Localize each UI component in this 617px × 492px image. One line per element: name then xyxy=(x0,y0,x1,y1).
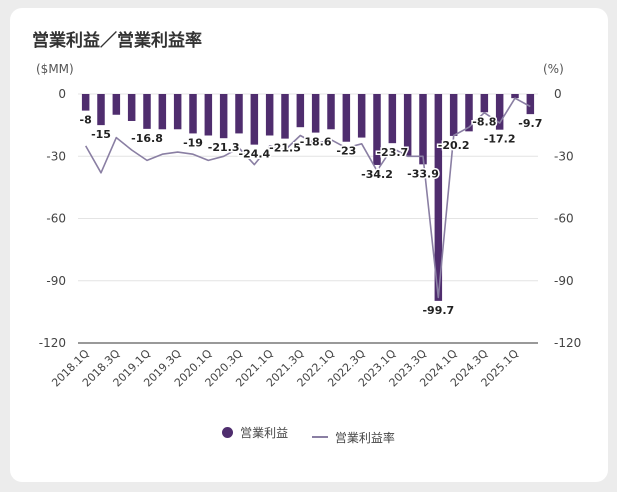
bar xyxy=(511,94,519,99)
data-label: -18.6 xyxy=(300,136,332,149)
bar xyxy=(465,94,473,132)
legend-line-label: 営業利益率 xyxy=(334,430,395,445)
bar xyxy=(357,94,366,138)
line-layer xyxy=(85,97,531,299)
data-label: -17.2 xyxy=(484,133,516,146)
data-label: -8 xyxy=(80,114,92,127)
data-label: -16.8 xyxy=(131,132,163,145)
bar xyxy=(250,94,259,145)
bar xyxy=(311,94,320,133)
data-label: -9.7 xyxy=(518,117,542,130)
y-left-tick-label: 0 xyxy=(58,87,66,101)
chart-title: 営業利益／営業利益率 xyxy=(32,31,202,51)
line-series xyxy=(85,97,531,299)
legend-item-bar: 営業利益 xyxy=(222,424,288,441)
y-right-tick-label: -120 xyxy=(554,336,581,350)
bar xyxy=(235,94,243,134)
bar xyxy=(449,94,458,136)
bar xyxy=(173,94,182,130)
label-layer: -8-15 -16.8 -19 -21.3-24.4-21.5-18.6 -23 -34.… xyxy=(78,112,544,318)
bar xyxy=(373,94,381,165)
bar xyxy=(112,94,121,115)
legend-item-line: 営業利益率 xyxy=(311,429,395,446)
legend: 営業利益 営業利益率 xyxy=(0,424,617,446)
data-label: -34.2 xyxy=(361,168,393,181)
data-label: -19 xyxy=(183,136,203,149)
y-left-tick-label: -60 xyxy=(46,212,66,226)
bar xyxy=(296,94,305,128)
y-right-tick-label: 0 xyxy=(554,87,562,101)
bar xyxy=(97,94,105,126)
bar xyxy=(480,94,489,113)
y-right-tick-label: -90 xyxy=(554,274,574,288)
data-label: -23 xyxy=(336,145,356,158)
data-label: -24.4 xyxy=(238,148,270,161)
bar xyxy=(342,94,351,142)
bar xyxy=(403,94,412,157)
y-left-tick-label: -120 xyxy=(39,336,66,350)
y-left-tick-label: -30 xyxy=(46,149,66,163)
data-label: -15 xyxy=(91,128,111,141)
bar xyxy=(265,94,274,136)
data-label: -33.9 xyxy=(407,167,439,180)
bar xyxy=(158,94,167,130)
bar xyxy=(219,94,228,139)
grid-layer xyxy=(78,93,538,344)
bar xyxy=(204,94,213,136)
bar-layer xyxy=(81,94,535,301)
data-label: -8.8 xyxy=(472,115,496,128)
data-label: -21.3 xyxy=(208,141,240,154)
bar xyxy=(143,94,151,129)
chart-card xyxy=(10,8,608,482)
data-label: -20.2 xyxy=(438,139,470,152)
legend-bar-swatch xyxy=(222,427,234,438)
bar xyxy=(81,94,90,111)
bar xyxy=(526,94,535,115)
bar xyxy=(434,94,443,301)
bar xyxy=(189,94,197,134)
bar xyxy=(495,94,504,130)
data-label: -99.7 xyxy=(422,304,454,317)
bar xyxy=(327,94,335,130)
bar xyxy=(388,94,397,144)
y-right-tick-label: -30 xyxy=(554,149,574,163)
bar xyxy=(281,94,289,139)
data-label: -23.7 xyxy=(376,146,408,159)
legend-bar-label: 営業利益 xyxy=(240,426,289,440)
legend-line-swatch xyxy=(311,436,328,438)
bar xyxy=(419,94,427,165)
y-right-unit: (%) xyxy=(543,62,564,76)
y-left-tick-label: -90 xyxy=(46,274,66,288)
y-right-tick-label: -60 xyxy=(554,212,574,226)
data-label: -21.5 xyxy=(269,142,301,155)
y-left-unit: ($MM) xyxy=(36,62,74,76)
bar xyxy=(127,94,136,121)
